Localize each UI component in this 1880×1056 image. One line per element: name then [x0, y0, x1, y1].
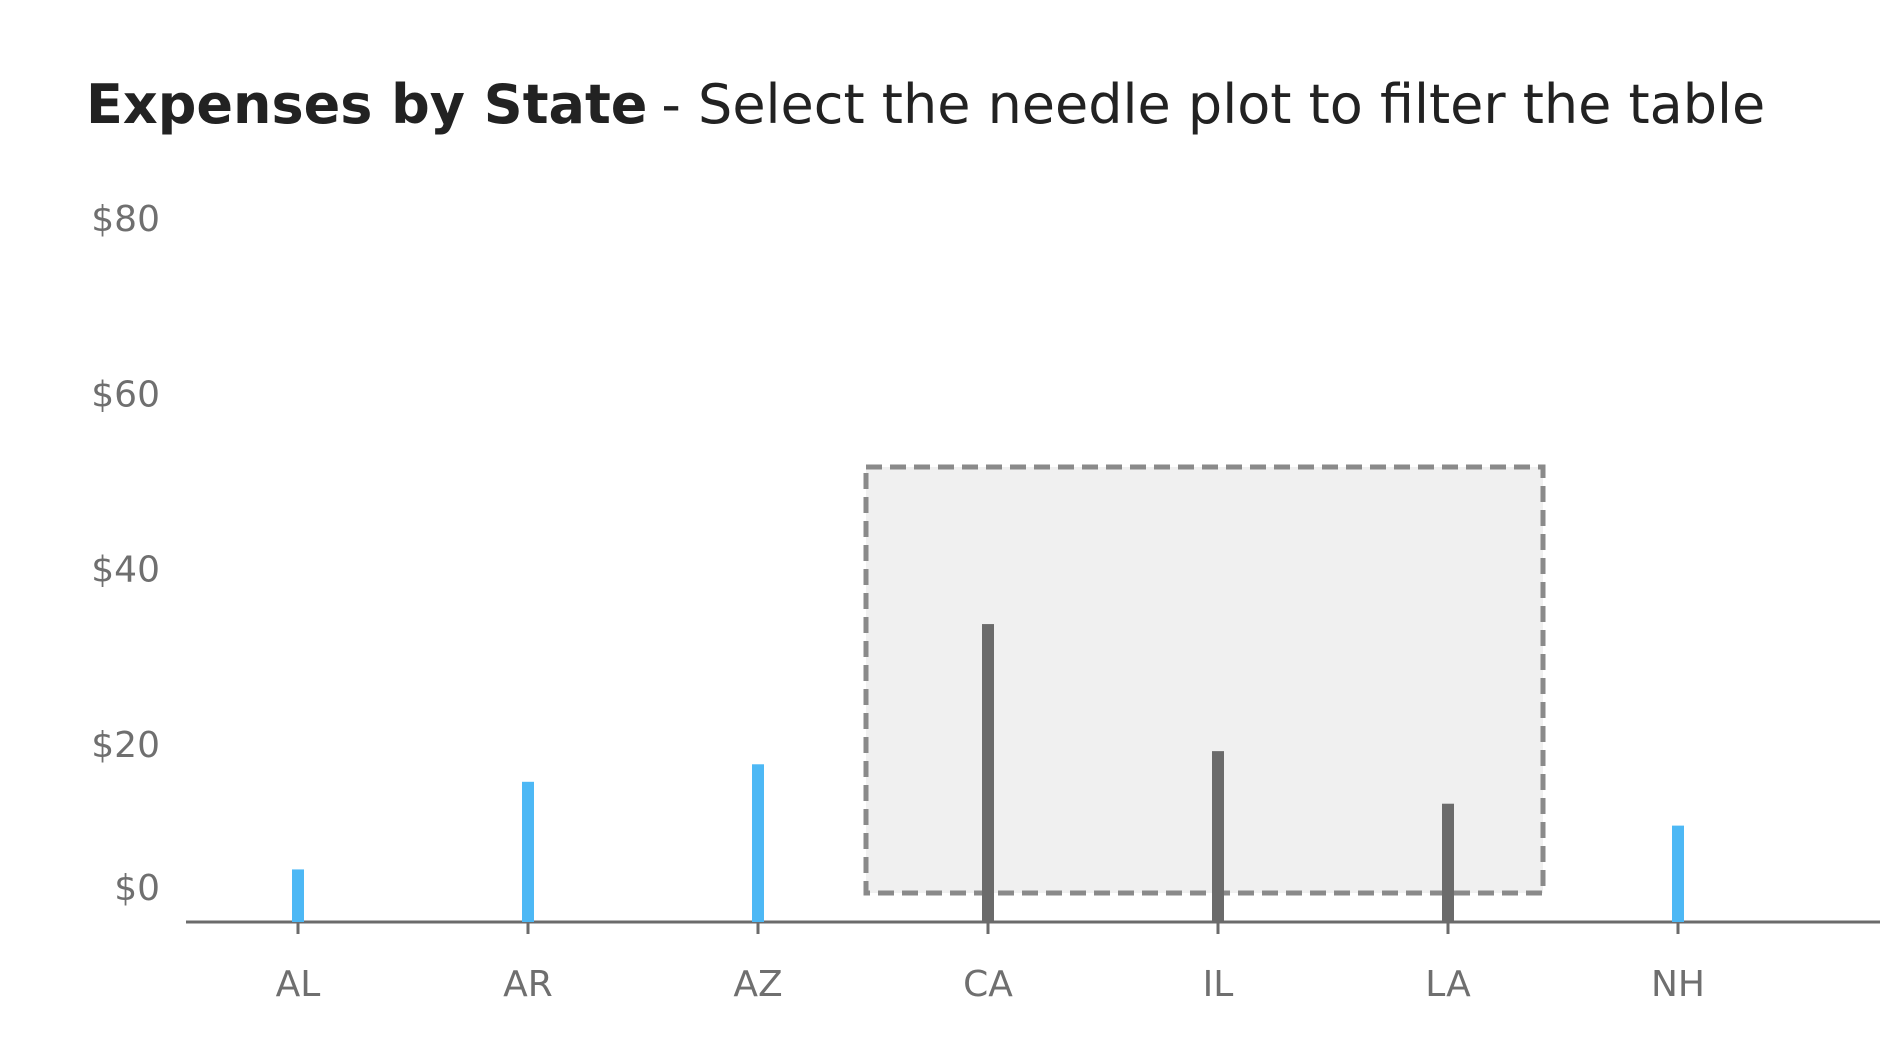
selection-brush[interactable]	[863, 464, 1546, 896]
y-tick-label: $0	[114, 868, 160, 909]
chart-title-line: Expenses by State - Select the needle plo…	[86, 73, 1765, 136]
x-tick-label: CA	[963, 964, 1013, 1005]
y-tick-label: $20	[91, 725, 160, 766]
needle[interactable]	[522, 781, 534, 922]
x-tick-label: AL	[276, 964, 321, 1005]
needle[interactable]	[752, 764, 764, 922]
chart-subtitle: - Select the needle plot to filter the t…	[661, 73, 1765, 136]
x-tick-label: AR	[503, 964, 553, 1005]
needle[interactable]	[1672, 825, 1684, 922]
needle[interactable]	[982, 624, 994, 922]
x-tick-label: IL	[1203, 964, 1234, 1005]
y-tick-label: $60	[91, 374, 160, 415]
y-tick-label: $80	[91, 199, 160, 240]
needle[interactable]	[1212, 751, 1224, 922]
y-tick-label: $40	[91, 550, 160, 591]
x-tick-label: LA	[1425, 964, 1471, 1005]
needle[interactable]	[292, 869, 304, 922]
needle[interactable]	[1442, 803, 1454, 922]
x-tick-label: NH	[1651, 964, 1705, 1005]
chart-title: Expenses by State	[86, 73, 647, 136]
x-tick-label: AZ	[733, 964, 782, 1005]
